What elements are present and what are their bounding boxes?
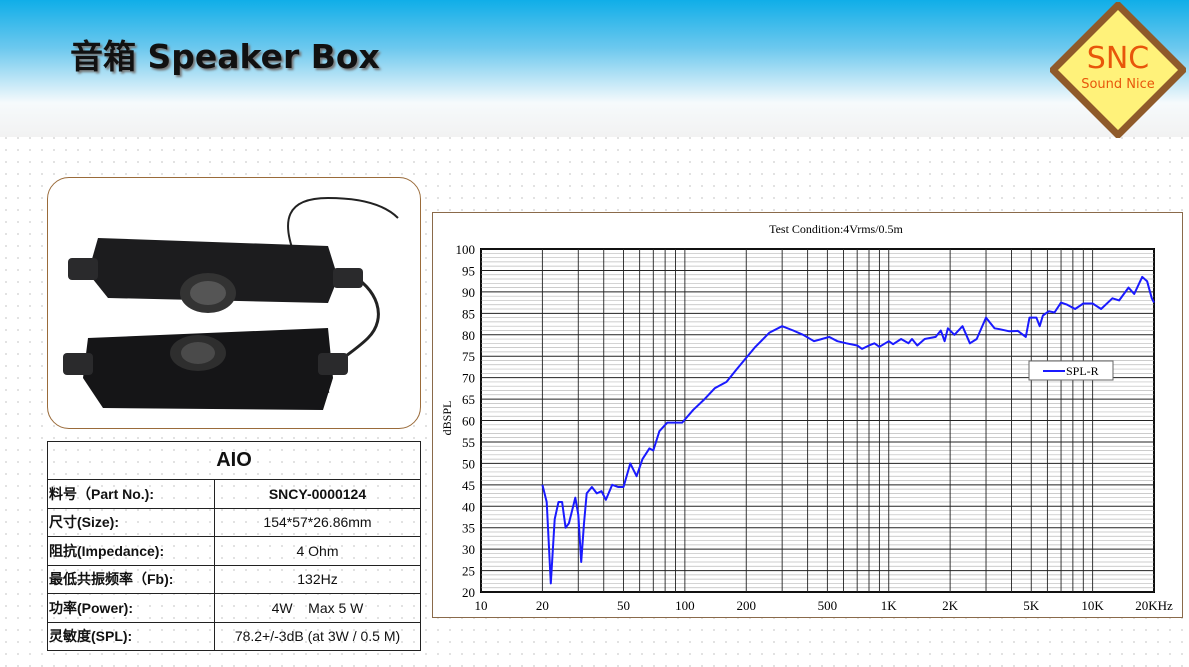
- logo-sub-text: Sound Nice: [1081, 77, 1155, 92]
- x-tick-label: 50: [617, 598, 630, 613]
- page-title: 音箱 Speaker Box: [70, 37, 380, 76]
- x-tick-label: 10K: [1081, 598, 1104, 613]
- logo-main-text: SNC: [1087, 41, 1149, 76]
- x-tick-label: 10: [475, 598, 488, 613]
- speaker-box-image: [63, 196, 399, 410]
- table-row: 尺寸(Size): 154*57*26.86mm: [47, 507, 421, 537]
- x-tick-label: 500: [818, 598, 838, 613]
- chart-svg: Test Condition:4Vrms/0.5m dBSPL 20 25 30 35…: [440, 222, 1173, 613]
- spec-label: 功率(Power):: [47, 593, 215, 623]
- x-tick-label: 2K: [942, 598, 959, 613]
- x-tick-label: 1K: [881, 598, 898, 613]
- table-row: 最低共振频率（Fb): 132Hz: [47, 564, 421, 594]
- series-line-SPL-R: [541, 275, 1155, 585]
- spec-label: 料号（Part No.):: [47, 479, 215, 509]
- spec-value: 154*57*26.86mm: [214, 507, 421, 537]
- spec-label: 尺寸(Size):: [47, 507, 215, 537]
- spec-label: 最低共振频率（Fb):: [47, 564, 215, 594]
- x-tick-label: 200: [736, 598, 756, 613]
- product-photo: [47, 177, 421, 429]
- snc-logo: SNC Sound Nice: [1050, 2, 1186, 138]
- y-tick-label: 30: [462, 542, 475, 557]
- y-tick-label: 45: [462, 478, 475, 493]
- y-axis-label: dBSPL: [440, 401, 454, 436]
- y-tick-label: 80: [462, 328, 475, 343]
- y-tick-label: 40: [462, 499, 475, 514]
- table-row: 灵敏度(SPL): 78.2+/-3dB (at 3W / 0.5 M): [47, 621, 421, 651]
- y-tick-label: 70: [462, 371, 475, 386]
- x-tick-label: 20: [536, 598, 549, 613]
- y-tick-label: 90: [462, 285, 475, 300]
- spec-value: SNCY-0000124: [214, 479, 421, 509]
- y-tick-label: 65: [462, 392, 475, 407]
- spec-value: 4 Ohm: [214, 536, 421, 566]
- legend-label: SPL-R: [1066, 364, 1099, 378]
- spec-value: 78.2+/-3dB (at 3W / 0.5 M): [214, 621, 421, 651]
- y-tick-label: 100: [456, 242, 476, 257]
- spec-label: 灵敏度(SPL):: [47, 621, 215, 651]
- y-tick-label: 35: [462, 521, 475, 536]
- x-tick-label: 100: [675, 598, 695, 613]
- y-tick-label: 50: [462, 456, 475, 471]
- table-row: 阻抗(Impedance): 4 Ohm: [47, 536, 421, 566]
- spec-table-title: AIO: [47, 441, 421, 480]
- y-tick-label: 25: [462, 564, 475, 579]
- table-row: 料号（Part No.): SNCY-0000124: [47, 479, 421, 509]
- y-tick-label: 85: [462, 306, 475, 321]
- header-banner: 音箱 Speaker Box: [0, 0, 1189, 137]
- spec-value: 132Hz: [214, 564, 421, 594]
- x-tick-label: 5K: [1023, 598, 1040, 613]
- y-tick-label: 60: [462, 414, 475, 429]
- legend: SPL-R: [1028, 360, 1114, 381]
- chart-title: Test Condition:4Vrms/0.5m: [769, 222, 903, 236]
- table-row: 功率(Power): 4W Max 5 W: [47, 593, 421, 623]
- frequency-response-chart: Test Condition:4Vrms/0.5m dBSPL 20 25 30 35…: [432, 212, 1183, 618]
- spec-value: 4W Max 5 W: [214, 593, 421, 623]
- spec-table: AIO 料号（Part No.): SNCY-0000124 尺寸(Size): 1…: [47, 441, 421, 651]
- spec-label: 阻抗(Impedance):: [47, 536, 215, 566]
- y-tick-label: 55: [462, 435, 475, 450]
- y-tick-label: 95: [462, 263, 475, 278]
- y-tick-label: 20: [462, 585, 475, 600]
- x-tick-label: 20KHz: [1135, 598, 1173, 613]
- y-tick-label: 75: [462, 349, 475, 364]
